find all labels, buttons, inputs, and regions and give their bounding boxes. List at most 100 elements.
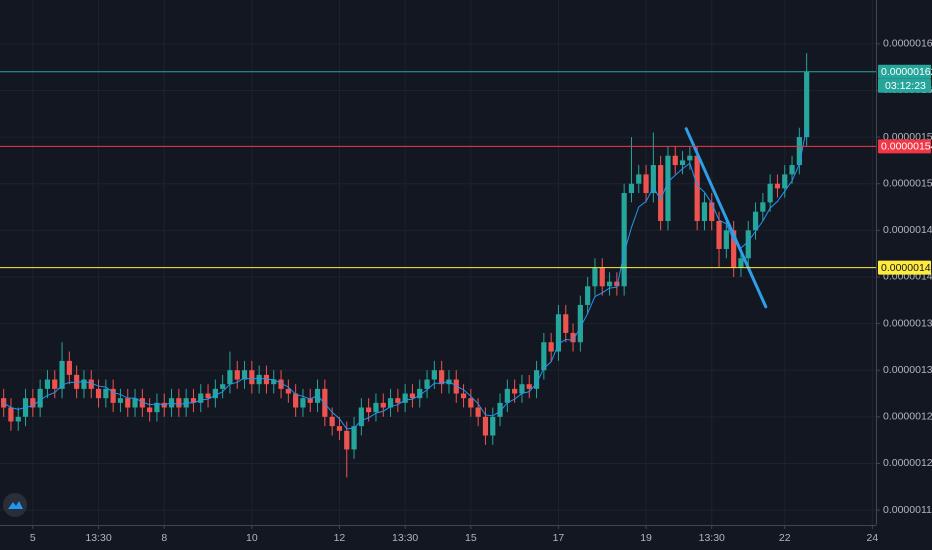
candle-body: [723, 230, 729, 249]
x-tick-label: 5: [30, 532, 36, 544]
candle-body: [322, 388, 328, 417]
x-tick-label: 13:30: [392, 532, 418, 544]
candle-body: [585, 286, 591, 305]
price-label-box: [878, 139, 931, 154]
plot-area: [0, 53, 876, 478]
x-tick-label: 13:30: [699, 532, 725, 544]
candle-body: [256, 374, 262, 385]
candle-body: [278, 379, 284, 389]
candle-body: [132, 398, 138, 408]
candle-body: [95, 388, 102, 399]
candle-body: [526, 384, 532, 389]
candle-body: [497, 402, 503, 417]
candle-body: [731, 230, 737, 268]
countdown-box: [878, 78, 931, 93]
candle-body: [154, 402, 160, 413]
candle-body: [687, 155, 693, 161]
candle-body: [395, 398, 401, 403]
moving-average-line: [3, 127, 808, 430]
candle-body: [475, 407, 481, 417]
x-tick-label: 19: [640, 532, 652, 544]
y-tick-label: 0.0000013: [883, 364, 932, 376]
price-label: 0.00000162: [881, 66, 932, 78]
candle-body: [176, 398, 182, 408]
x-tick-label: 22: [779, 532, 791, 544]
candle-body: [205, 393, 211, 399]
candle-body: [198, 393, 204, 403]
trendline: [684, 127, 768, 309]
candle-body: [694, 155, 700, 222]
x-tick-label: 17: [553, 532, 565, 544]
candle-body: [81, 379, 87, 389]
candle-body: [709, 202, 715, 222]
candle-body: [336, 426, 343, 431]
candle-body: [8, 407, 14, 422]
candle-body: [15, 416, 21, 422]
logo-icon[interactable]: [8, 501, 23, 509]
candle-body: [59, 360, 65, 389]
candle-body: [66, 360, 72, 375]
candle-body: [88, 379, 94, 389]
candle-body: [417, 388, 423, 399]
candle-body: [504, 388, 510, 403]
candle-body: [563, 314, 569, 333]
candle-body: [621, 193, 627, 287]
candle-body: [234, 370, 240, 380]
candle-body: [658, 165, 664, 222]
candle-body: [774, 183, 781, 189]
candle-body: [577, 304, 583, 343]
candle-body: [789, 165, 795, 175]
candle-body: [220, 384, 226, 389]
candle-body: [329, 416, 335, 427]
candle-body: [241, 370, 248, 380]
price-label-box: [878, 260, 931, 275]
candle-body: [519, 384, 525, 394]
candle-body: [745, 230, 751, 259]
logo[interactable]: [3, 493, 27, 517]
y-tick-label: 0.00000115: [883, 504, 932, 516]
x-tick-label: 24: [867, 532, 879, 544]
price-label-box: [878, 64, 931, 79]
candle-body: [548, 342, 554, 352]
candle-body: [125, 398, 131, 408]
candle-body: [139, 398, 145, 408]
candle-body: [716, 221, 722, 249]
y-tick-label: 0.0000012: [883, 457, 932, 469]
y-tick-label: 0.0000015: [883, 177, 932, 189]
x-tick-label: 8: [161, 532, 167, 544]
candle-body: [431, 370, 437, 380]
candle-body: [804, 71, 810, 138]
candle-body: [767, 183, 773, 203]
candle-body: [752, 211, 759, 231]
candle-body: [738, 258, 744, 268]
candle-body: [460, 393, 467, 399]
candle-body: [44, 379, 51, 389]
candle-body: [30, 398, 36, 408]
candle-body: [307, 398, 313, 403]
candle-body: [271, 379, 277, 385]
candle-body: [285, 388, 291, 394]
x-tick-label: 12: [334, 532, 346, 544]
candle-body: [643, 174, 649, 194]
candle-body: [424, 379, 430, 389]
candle-body: [555, 314, 562, 352]
y-tick-label: 0.00000135: [883, 317, 932, 329]
candle-body: [37, 388, 43, 408]
candle-body: [512, 388, 518, 394]
candle-body: [665, 155, 671, 222]
candle-body: [380, 402, 386, 408]
candle-body: [482, 416, 489, 436]
countdown-label: 03:12:23: [885, 80, 926, 92]
candle-body: [293, 393, 299, 408]
candle-body: [249, 370, 255, 385]
candle-body: [636, 174, 642, 184]
candle-body: [782, 174, 788, 189]
candle-body: [103, 388, 109, 399]
axes: 0.00000115 0.0000012 0.00000125 0.0000013 0.…: [30, 38, 932, 544]
candle-body: [387, 398, 394, 408]
candle-body: [373, 402, 379, 413]
candle-body: [490, 416, 496, 436]
